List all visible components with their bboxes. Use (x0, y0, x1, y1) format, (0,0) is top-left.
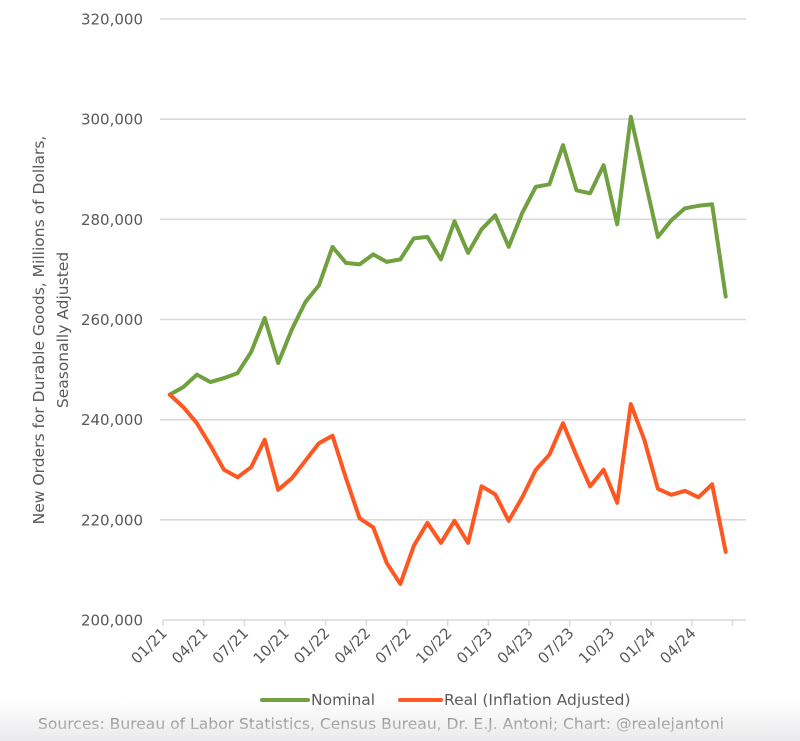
y-tick-label: 280,000 (81, 211, 143, 229)
x-tick-label: 04/22 (331, 624, 374, 667)
legend-label-real: Real (Inflation Adjusted) (444, 691, 631, 709)
x-tick-label: 07/21 (209, 624, 252, 667)
x-tick-label: 07/22 (372, 624, 415, 667)
y-tick-label: 200,000 (81, 612, 143, 630)
x-tick-label: 10/23 (575, 624, 618, 667)
x-tick-label: 07/23 (534, 624, 577, 667)
legend: Nominal Real (Inflation Adjusted) (260, 691, 631, 709)
y-tick-label: 240,000 (81, 411, 143, 429)
source-note: Sources: Bureau of Labor Statistics, Cen… (38, 715, 724, 733)
y-tick-label: 260,000 (81, 311, 143, 329)
x-tick-label: 04/23 (494, 624, 537, 667)
series-line-real (167, 392, 728, 586)
x-tick-label: 04/21 (168, 624, 211, 667)
y-axis-tick-labels: 200,000 220,000 240,000 260,000 280,000 300,0… (81, 11, 143, 630)
x-tick-label: 01/23 (453, 624, 496, 667)
series-line-nominal (167, 114, 728, 397)
y-axis-label-line-1: New Orders for Durable Goods, Millions o… (30, 136, 48, 525)
x-tick-label: 04/24 (656, 624, 699, 667)
x-tick-label: 01/24 (616, 624, 659, 667)
y-tick-label: 300,000 (81, 111, 143, 129)
y-tick-label: 320,000 (81, 11, 143, 29)
y-axis-label-line-2: Seasonally Adjusted (54, 252, 72, 408)
x-tick-label: 01/22 (290, 624, 333, 667)
y-tick-label: 220,000 (81, 511, 143, 529)
x-tick-label: 01/21 (128, 624, 171, 667)
legend-label-nominal: Nominal (311, 691, 375, 709)
x-axis (162, 619, 746, 626)
x-tick-label: 10/21 (250, 624, 293, 667)
x-tick-label: 10/22 (412, 624, 455, 667)
gridlines (160, 18, 746, 521)
series-lines (167, 114, 728, 586)
x-axis-tick-labels: 01/2104/2107/2110/2101/2204/2207/2210/22… (128, 624, 700, 667)
